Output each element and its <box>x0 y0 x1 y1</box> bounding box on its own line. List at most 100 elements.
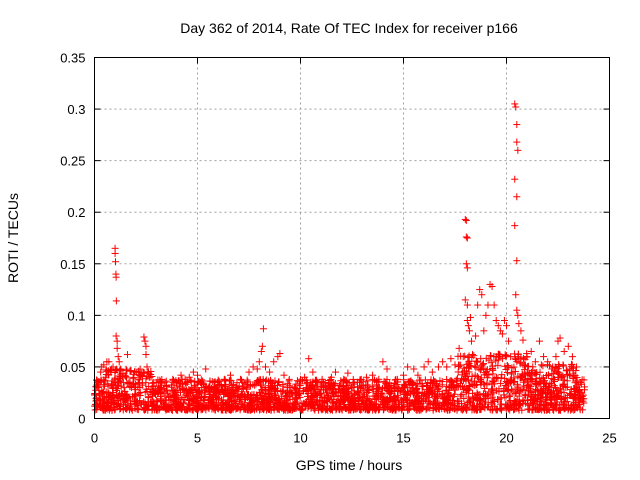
data-point-background <box>414 380 422 388</box>
data-point-background <box>100 378 108 386</box>
data-point-background <box>531 368 539 376</box>
data-point-background <box>323 397 331 405</box>
data-point-background <box>559 373 567 381</box>
data-point-background <box>92 397 100 405</box>
data-point-background <box>138 373 146 381</box>
data-point-background <box>563 366 571 374</box>
data-point-background <box>511 367 519 375</box>
data-point <box>255 358 263 366</box>
data-point-background <box>468 353 476 361</box>
data-point-background <box>153 404 161 412</box>
data-point <box>447 355 455 363</box>
data-point <box>424 358 432 366</box>
data-point <box>511 100 519 108</box>
data-point-background <box>391 396 399 404</box>
data-point-background <box>415 400 423 408</box>
data-point-background <box>300 399 308 407</box>
data-point-background <box>317 380 325 388</box>
data-point-background <box>557 394 565 402</box>
data-point-background <box>198 404 206 412</box>
data-point <box>245 368 253 376</box>
data-point <box>439 358 447 366</box>
data-point-background <box>100 392 108 400</box>
data-point-background <box>416 395 424 403</box>
data-point <box>185 373 193 381</box>
data-point-background <box>496 404 504 412</box>
data-point-background <box>226 376 234 384</box>
data-point <box>142 351 150 359</box>
data-point-background <box>419 404 427 412</box>
data-point <box>466 313 474 321</box>
data-point-background <box>438 392 446 400</box>
data-point-background <box>542 401 550 409</box>
data-point-background <box>218 385 226 393</box>
data-point-background <box>472 381 480 389</box>
data-point-background <box>281 403 289 411</box>
data-point <box>202 365 210 373</box>
data-point-background <box>390 393 398 401</box>
data-point-background <box>255 389 263 397</box>
data-point-background <box>149 402 157 410</box>
data-point-background <box>580 383 588 391</box>
data-point-background <box>346 404 354 412</box>
data-point-background <box>514 350 522 358</box>
data-point-background <box>104 382 112 390</box>
data-point <box>514 311 522 319</box>
data-point-background <box>299 387 307 395</box>
data-point-background <box>156 389 164 397</box>
data-point-background <box>494 395 502 403</box>
data-point-background <box>452 376 460 384</box>
data-point-background <box>473 389 481 397</box>
data-point <box>111 249 119 257</box>
data-point-background <box>502 366 510 374</box>
data-point <box>467 337 475 345</box>
data-point-background <box>427 376 435 384</box>
data-point-background <box>148 392 156 400</box>
data-point-background <box>106 393 114 401</box>
data-point-background <box>355 406 363 414</box>
data-point-background <box>434 391 442 399</box>
data-point <box>113 344 121 352</box>
data-point-background <box>129 392 137 400</box>
data-point-background <box>479 360 487 368</box>
data-point-background <box>292 400 300 408</box>
data-point-background <box>221 377 229 385</box>
data-point-background <box>369 376 377 384</box>
data-point-background <box>112 365 120 373</box>
data-point-background <box>311 392 319 400</box>
data-point-background <box>206 395 214 403</box>
data-point <box>474 301 482 309</box>
data-point-background <box>553 398 561 406</box>
data-point <box>513 121 521 129</box>
data-point-background <box>542 384 550 392</box>
data-point <box>505 337 513 345</box>
data-point-background <box>407 387 415 395</box>
data-point-background <box>106 406 114 414</box>
data-point-background <box>102 388 110 396</box>
data-point-background <box>425 388 433 396</box>
data-point-background <box>135 379 143 387</box>
data-point-background <box>349 375 357 383</box>
data-point-background <box>504 402 512 410</box>
data-point <box>527 347 535 355</box>
data-point-background <box>492 357 500 365</box>
data-point-background <box>532 380 540 388</box>
data-point-background <box>291 383 299 391</box>
data-point-background <box>564 371 572 379</box>
data-point-background <box>253 405 261 413</box>
x-tick-label: 15 <box>396 431 410 446</box>
data-point-background <box>95 390 103 398</box>
data-point-background <box>359 387 367 395</box>
data-point <box>410 365 418 373</box>
data-point-background <box>329 400 337 408</box>
data-point <box>332 368 340 376</box>
data-point-background <box>505 398 513 406</box>
data-point-background <box>394 394 402 402</box>
data-point <box>305 355 313 363</box>
data-point-background <box>187 378 195 386</box>
data-point-background <box>237 391 245 399</box>
data-point-background <box>424 399 432 407</box>
data-point-background <box>260 400 268 408</box>
x-tick-label: 0 <box>91 431 98 446</box>
data-point <box>220 375 228 383</box>
